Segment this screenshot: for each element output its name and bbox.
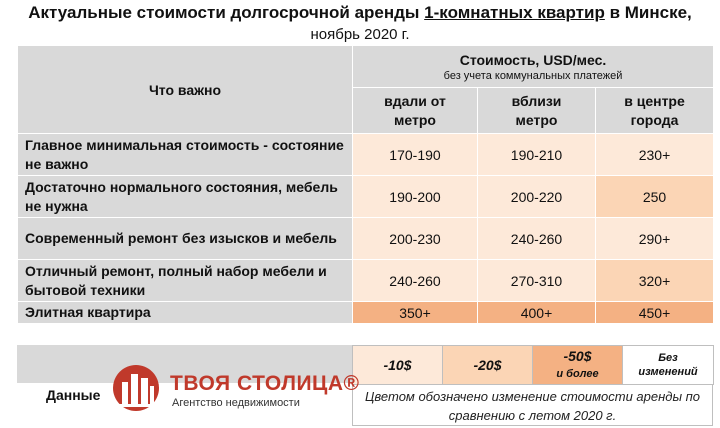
building-logo-icon <box>113 365 159 411</box>
cell-value: 170-190 <box>352 133 478 176</box>
cell-value: 350+ <box>352 301 478 324</box>
title-prefix: Актуальные стоимости долгосрочной аренды <box>28 3 425 22</box>
cell-value: 200-220 <box>477 175 596 218</box>
table-row: Современный ремонт без изысков и мебель … <box>17 217 715 260</box>
header-cost-title: Стоимость, USD/мес. <box>459 51 607 68</box>
subheader-far: вдали от метро <box>352 87 478 134</box>
row-label: Достаточно нормального состояния, мебель… <box>17 175 353 218</box>
page-subtitle: ноябрь 2020 г. <box>310 26 410 43</box>
subheader-near: вблизи метро <box>477 87 596 134</box>
header-what: Что важно <box>17 45 353 134</box>
data-source-label: Данные <box>46 387 101 403</box>
footer-band <box>17 345 352 383</box>
color-legend: -10$ -20$ -50$ и более Без изменений <box>352 345 714 385</box>
cell-value: 320+ <box>594 259 715 302</box>
table-row: Отличный ремонт, полный набор мебели и б… <box>17 259 715 302</box>
table-row: Достаточно нормального состояния, мебель… <box>17 175 715 218</box>
table-row: Главное минимальная стоимость - состояни… <box>17 133 715 176</box>
cell-value: 240-260 <box>477 217 596 260</box>
logo-subtitle: Агентство недвижимости <box>172 397 300 409</box>
cell-value: 230+ <box>594 133 715 176</box>
legend-item-minus50: -50$ и более <box>532 345 623 385</box>
legend-item-none: Без изменений <box>622 345 714 385</box>
row-label: Элитная квартира <box>17 301 353 324</box>
table-row: Элитная квартира 350+ 400+ 450+ <box>17 301 715 324</box>
legend-minus50-more: и более <box>556 368 599 380</box>
legend-item-minus10: -10$ <box>352 345 443 385</box>
cell-value: 400+ <box>477 301 596 324</box>
subheader-center: в центре города <box>594 87 715 134</box>
cell-value: 200-230 <box>352 217 478 260</box>
cell-value: 450+ <box>594 301 715 324</box>
row-label: Главное минимальная стоимость - состояни… <box>17 133 353 176</box>
legend-note: Цветом обозначено изменение стоимости ар… <box>352 384 713 426</box>
legend-item-minus20: -20$ <box>442 345 533 385</box>
title-highlight: 1-комнатных квартир <box>424 3 605 22</box>
cell-value: 190-210 <box>477 133 596 176</box>
header-cost: Стоимость, USD/мес. без учета коммунальн… <box>351 45 715 88</box>
cell-value: 250 <box>594 175 715 218</box>
cell-value: 240-260 <box>352 259 478 302</box>
row-label: Современный ремонт без изысков и мебель <box>17 217 353 260</box>
cell-value: 290+ <box>594 217 715 260</box>
page-title: Актуальные стоимости долгосрочной аренды… <box>0 2 720 24</box>
row-label: Отличный ремонт, полный набор мебели и б… <box>17 259 353 302</box>
logo-name: ТВОЯ СТОЛИЦА® <box>170 372 360 395</box>
cell-value: 270-310 <box>477 259 596 302</box>
header-cost-note: без учета коммунальных платежей <box>443 69 623 82</box>
legend-minus50-value: -50$ <box>563 348 592 364</box>
price-table: Что важно Стоимость, USD/мес. без учета … <box>17 45 715 324</box>
cell-value: 190-200 <box>352 175 478 218</box>
title-suffix: в Минске, <box>604 3 692 22</box>
